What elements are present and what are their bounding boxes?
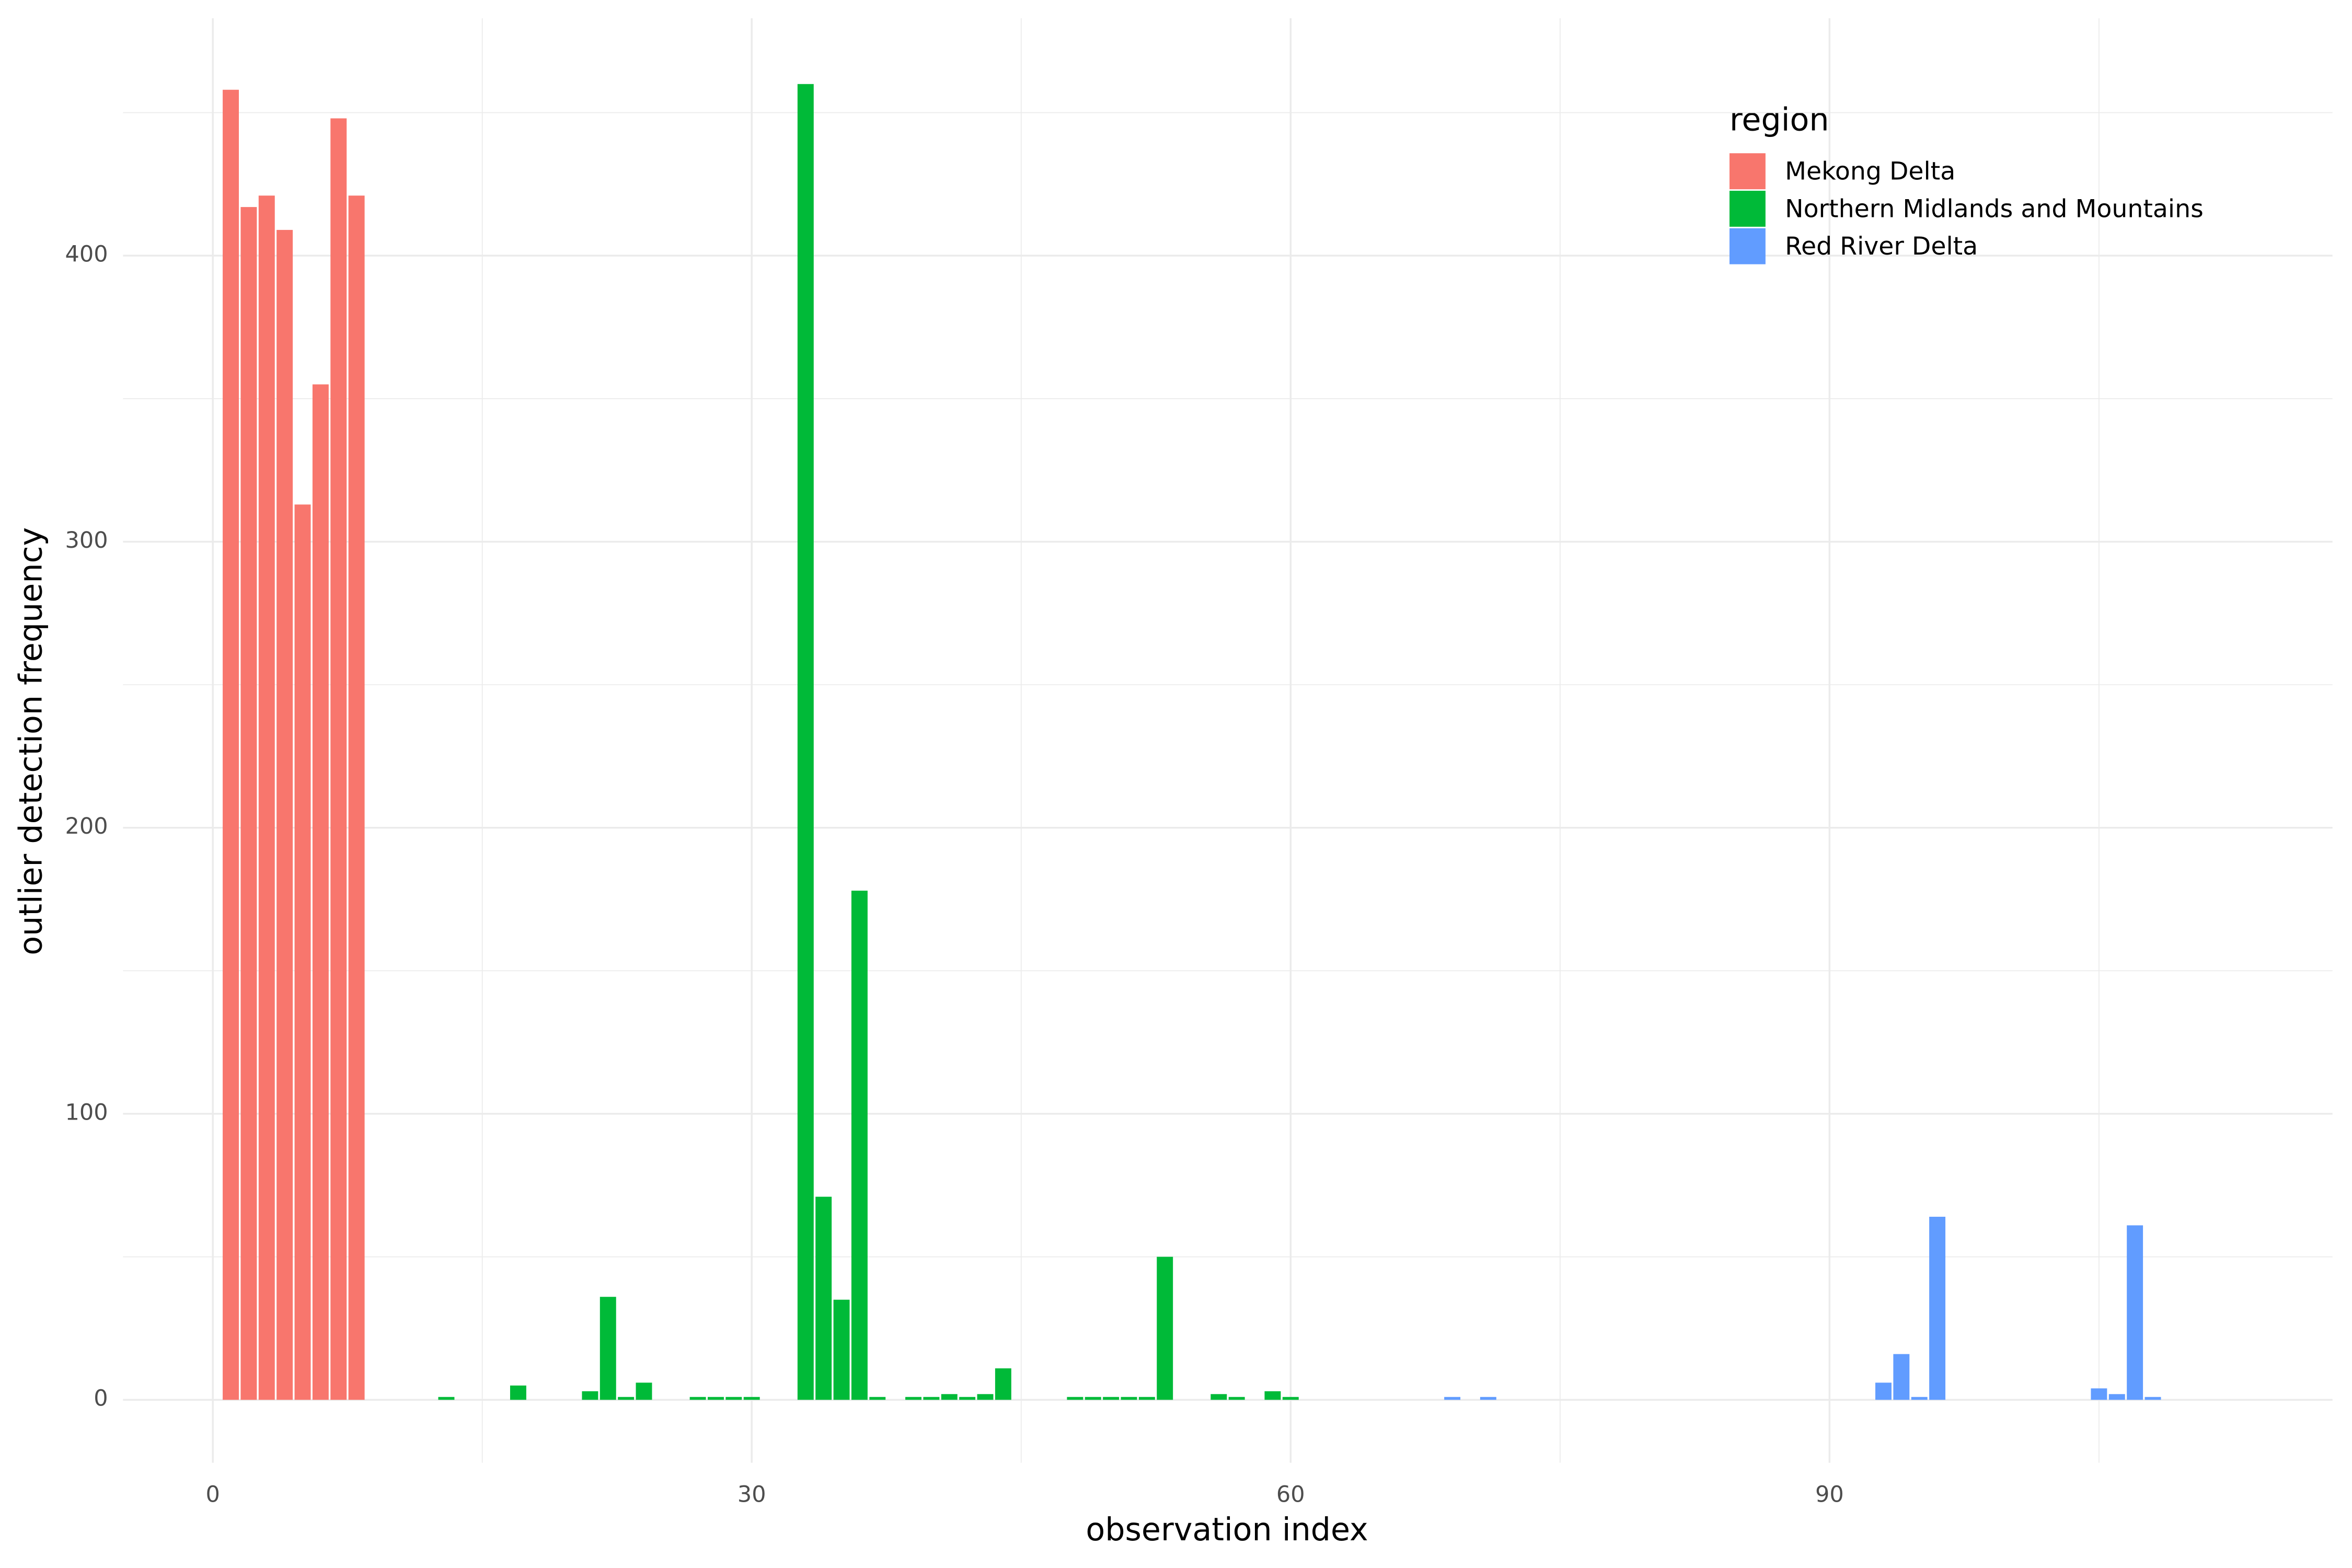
x-tick-label: 30 — [737, 1481, 766, 1507]
bar — [2127, 1225, 2143, 1400]
bar — [1138, 1397, 1155, 1400]
y-tick-label: 200 — [65, 813, 108, 839]
bar — [833, 1299, 850, 1400]
y-tick-label: 400 — [65, 241, 108, 268]
bar — [276, 229, 293, 1400]
legend-key — [1729, 153, 1766, 190]
bar — [1085, 1397, 1101, 1400]
x-axis-title: observation index — [1086, 1512, 1368, 1548]
bar — [312, 384, 329, 1400]
bar — [743, 1397, 760, 1400]
bar — [797, 84, 814, 1400]
bar — [1875, 1382, 1892, 1400]
legend-key — [1729, 190, 1766, 227]
bar — [1911, 1397, 1928, 1400]
y-tick-label: 100 — [65, 1099, 108, 1125]
bar — [959, 1397, 976, 1400]
bar — [240, 207, 257, 1400]
bar — [2108, 1394, 2125, 1400]
legend-label: Mekong Delta — [1785, 157, 1955, 186]
y-tick-label: 300 — [65, 527, 108, 554]
bar — [1929, 1216, 1946, 1400]
bar — [689, 1397, 706, 1400]
bar — [2145, 1397, 2161, 1400]
legend-label: Red River Delta — [1785, 232, 1978, 261]
bar — [1210, 1394, 1227, 1400]
bar — [1103, 1397, 1120, 1400]
bar — [510, 1385, 526, 1400]
x-tick-label: 0 — [205, 1481, 220, 1507]
bar — [618, 1397, 635, 1400]
bar — [1121, 1397, 1137, 1400]
x-tick-label: 90 — [1815, 1481, 1844, 1507]
legend-title: region — [1730, 102, 1829, 139]
legend-key — [1729, 228, 1766, 264]
bar — [1893, 1354, 1910, 1400]
bar — [708, 1397, 724, 1400]
x-tick-label: 60 — [1276, 1481, 1305, 1507]
bar — [851, 891, 868, 1400]
legend-label: Northern Midlands and Mountains — [1785, 194, 2204, 223]
y-axis-title: outlier detection frequency — [13, 527, 50, 955]
bar — [438, 1397, 455, 1400]
bar — [1282, 1397, 1299, 1400]
bar — [725, 1397, 742, 1400]
bar — [905, 1397, 922, 1400]
bar — [1264, 1391, 1281, 1400]
bar — [258, 195, 275, 1400]
bar — [941, 1394, 958, 1400]
bar — [599, 1297, 616, 1400]
bar — [869, 1397, 886, 1400]
y-tick-label: 0 — [94, 1386, 108, 1412]
bar — [995, 1368, 1011, 1400]
bar — [1157, 1256, 1173, 1400]
bar — [582, 1391, 598, 1400]
bar — [1067, 1397, 1083, 1400]
bar — [223, 89, 239, 1400]
bar — [330, 118, 347, 1400]
bar — [977, 1394, 994, 1400]
bar — [348, 195, 365, 1400]
bar — [294, 504, 311, 1400]
bar — [2091, 1388, 2107, 1400]
bar — [923, 1397, 940, 1400]
bar — [636, 1382, 652, 1400]
bar — [1228, 1397, 1245, 1400]
bar — [1480, 1397, 1496, 1400]
bar — [1444, 1397, 1461, 1400]
bar — [815, 1196, 832, 1400]
